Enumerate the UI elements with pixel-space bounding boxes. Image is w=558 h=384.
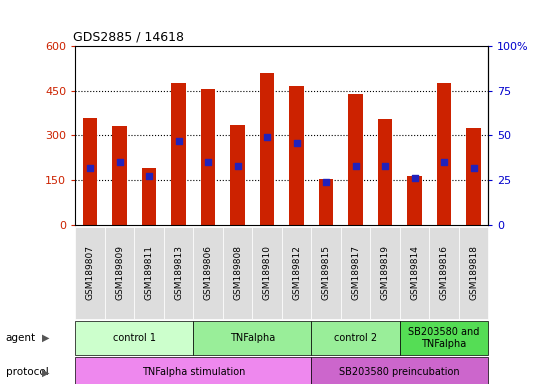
Bar xyxy=(201,89,215,225)
Text: TNFalpha stimulation: TNFalpha stimulation xyxy=(142,367,245,377)
Text: TNFalpha: TNFalpha xyxy=(230,333,275,343)
Point xyxy=(85,164,94,170)
Point xyxy=(351,163,360,169)
Point xyxy=(233,163,242,169)
Text: control 1: control 1 xyxy=(113,333,156,343)
Point xyxy=(321,179,330,185)
Text: agent: agent xyxy=(6,333,36,343)
Text: GSM189812: GSM189812 xyxy=(292,245,301,300)
Text: ▶: ▶ xyxy=(42,333,49,343)
Text: GSM189809: GSM189809 xyxy=(115,245,124,300)
Text: GSM189810: GSM189810 xyxy=(263,245,272,300)
Point xyxy=(263,134,272,140)
Text: SB203580 and
TNFalpha: SB203580 and TNFalpha xyxy=(408,327,480,349)
Bar xyxy=(142,168,156,225)
Point xyxy=(410,175,419,181)
Text: GSM189817: GSM189817 xyxy=(351,245,360,300)
Point xyxy=(204,159,213,165)
Text: GSM189818: GSM189818 xyxy=(469,245,478,300)
Text: GSM189816: GSM189816 xyxy=(440,245,449,300)
Text: protocol: protocol xyxy=(6,367,49,377)
Text: GSM189813: GSM189813 xyxy=(174,245,183,300)
Point xyxy=(145,173,153,179)
Point xyxy=(440,159,449,165)
Bar xyxy=(112,126,127,225)
Point xyxy=(115,159,124,165)
Bar xyxy=(83,118,98,225)
Bar xyxy=(319,179,333,225)
Text: GSM189819: GSM189819 xyxy=(381,245,389,300)
Text: ▶: ▶ xyxy=(42,367,49,377)
Text: GSM189815: GSM189815 xyxy=(321,245,330,300)
Text: GSM189807: GSM189807 xyxy=(85,245,94,300)
Bar xyxy=(407,175,422,225)
Point xyxy=(381,163,389,169)
Text: SB203580 preincubation: SB203580 preincubation xyxy=(339,367,460,377)
Text: GDS2885 / 14618: GDS2885 / 14618 xyxy=(73,30,184,43)
Bar xyxy=(466,128,481,225)
Bar xyxy=(289,86,304,225)
Text: GSM189808: GSM189808 xyxy=(233,245,242,300)
Text: control 2: control 2 xyxy=(334,333,377,343)
Bar xyxy=(259,73,275,225)
Point xyxy=(174,137,183,144)
Text: GSM189814: GSM189814 xyxy=(410,245,419,300)
Bar xyxy=(436,83,451,225)
Text: GSM189806: GSM189806 xyxy=(204,245,213,300)
Bar xyxy=(378,119,392,225)
Bar xyxy=(171,83,186,225)
Bar xyxy=(348,94,363,225)
Text: GSM189811: GSM189811 xyxy=(145,245,153,300)
Bar xyxy=(230,125,245,225)
Point xyxy=(292,139,301,146)
Point xyxy=(469,164,478,170)
